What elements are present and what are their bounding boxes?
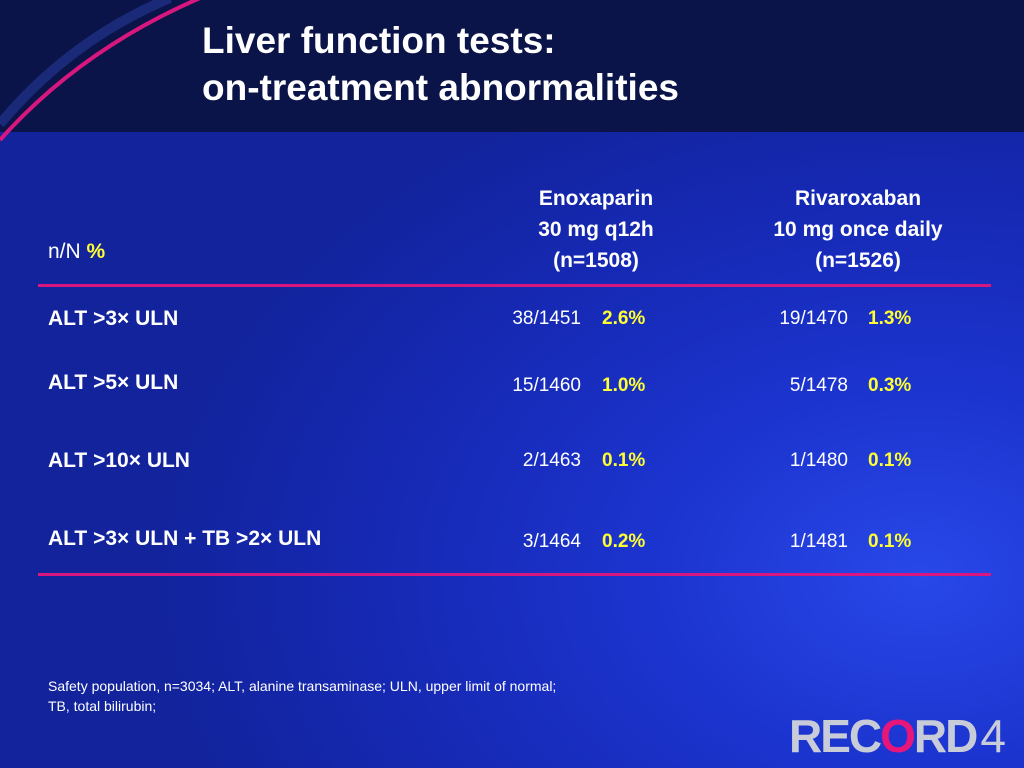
units-label: n/N %: [48, 240, 105, 264]
footnote: Safety population, n=3034; ALT, alanine …: [48, 676, 728, 716]
enoxaparin-fraction: 2/1463: [522, 450, 581, 471]
page-title-line-2: on-treatment abnormalities: [202, 67, 679, 108]
footnote-line-1: Safety population, n=3034; ALT, alanine …: [48, 678, 557, 694]
column-header-enoxaparin: Enoxaparin 30 mg q12h (n=1508): [486, 183, 706, 276]
enoxaparin-percent: 0.2%: [602, 531, 646, 552]
pct-label-text: %: [86, 240, 106, 263]
rivaroxaban-fraction: 5/1478: [789, 375, 848, 396]
table-top-rule: [38, 284, 991, 287]
footnote-line-2: TB, total bilirubin;: [48, 698, 157, 714]
row-label-alt-10x: ALT >10× ULN: [48, 449, 190, 472]
column-header-rivaroxaban-line3: (n=1526): [815, 249, 901, 272]
enoxaparin-fraction: 3/1464: [522, 531, 581, 552]
row-label-alt-5x: ALT >5× ULN: [48, 371, 179, 394]
title-banner: Liver function tests: on-treatment abnor…: [0, 0, 1024, 142]
enoxaparin-percent: 2.6%: [602, 308, 646, 329]
table-bottom-rule: [38, 573, 991, 576]
row-label-alt-3x-tb-2x: ALT >3× ULN + TB >2× ULN: [48, 527, 322, 550]
enoxaparin-fraction: 38/1451: [512, 308, 581, 329]
column-header-enoxaparin-line3: (n=1508): [553, 249, 639, 272]
rivaroxaban-percent: 1.3%: [868, 308, 912, 329]
column-header-enoxaparin-line2: 30 mg q12h: [538, 218, 654, 241]
logo-text-o: O: [880, 710, 916, 762]
row-label-alt-3x: ALT >3× ULN: [48, 307, 179, 330]
decorative-arc: [0, 0, 201, 142]
rivaroxaban-fraction: 1/1481: [789, 531, 848, 552]
rivaroxaban-percent: 0.1%: [868, 531, 912, 552]
enoxaparin-fraction: 15/1460: [512, 375, 581, 396]
rivaroxaban-fraction: 19/1470: [779, 308, 848, 329]
rivaroxaban-percent: 0.3%: [868, 375, 912, 396]
column-header-rivaroxaban: Rivaroxaban 10 mg once daily (n=1526): [728, 183, 988, 276]
rivaroxaban-percent: 0.1%: [868, 450, 912, 471]
column-header-enoxaparin-line1: Enoxaparin: [538, 187, 654, 210]
logo-number: 4: [980, 710, 1006, 762]
enoxaparin-percent: 1.0%: [602, 375, 646, 396]
logo-text-b: RD: [913, 710, 978, 762]
record4-logo: RECORD4: [789, 711, 1006, 761]
nn-label-text: n/N: [48, 240, 81, 263]
column-header-rivaroxaban-line1: Rivaroxaban: [794, 187, 922, 210]
enoxaparin-percent: 0.1%: [602, 450, 646, 471]
logo-text-a: REC: [789, 710, 882, 762]
column-header-rivaroxaban-line2: 10 mg once daily: [773, 218, 943, 241]
rivaroxaban-fraction: 1/1480: [789, 450, 848, 471]
page-title-line-1: Liver function tests:: [202, 20, 556, 61]
